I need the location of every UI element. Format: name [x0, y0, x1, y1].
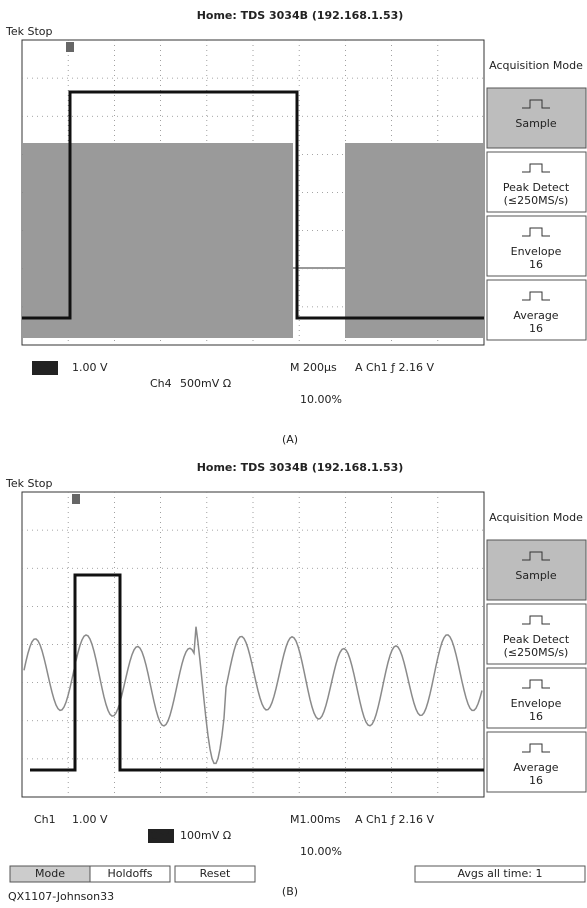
- readout: 10.00%: [300, 845, 342, 858]
- readout: Ch1: [34, 813, 56, 826]
- softkey-label: Avgs all time: 1: [457, 867, 542, 880]
- status: Tek Stop: [5, 477, 53, 490]
- menu-sub: (≤250MS/s): [504, 646, 569, 659]
- menu-label: Average: [513, 761, 558, 774]
- readout: 100mV Ω: [180, 829, 231, 842]
- header: Home: TDS 3034B (192.168.1.53): [197, 9, 404, 22]
- menu-label: Peak Detect: [503, 633, 570, 646]
- menu-title: Acquisition Mode: [489, 511, 583, 524]
- readout: A Ch1 ƒ 2.16 V: [355, 813, 435, 826]
- menu-sub: 16: [529, 322, 543, 335]
- ch4-envelope: [23, 143, 293, 338]
- menu-label: Sample: [515, 569, 556, 582]
- caption: (A): [282, 433, 298, 446]
- trigger-marker: [72, 494, 80, 504]
- header: Home: TDS 3034B (192.168.1.53): [197, 461, 404, 474]
- menu-sub: 16: [529, 774, 543, 787]
- menu-label: Peak Detect: [503, 181, 570, 194]
- readout: 10.00%: [300, 393, 342, 406]
- menu-label: Average: [513, 309, 558, 322]
- screenshot: QX1107-Johnson33 Home: TDS 3034B (192.16…: [0, 0, 587, 908]
- readout: M 200µs: [290, 361, 337, 374]
- softkey-label: Mode: [35, 867, 65, 880]
- menu-label: Envelope: [511, 697, 562, 710]
- softkey-label: Holdoffs: [107, 867, 152, 880]
- ch4-envelope: [345, 143, 483, 338]
- readout: 500mV Ω: [180, 377, 231, 390]
- readout: 1.00 V: [72, 361, 108, 374]
- menu-title: Acquisition Mode: [489, 59, 583, 72]
- readout: Ch4: [150, 377, 172, 390]
- menu-sub: 16: [529, 710, 543, 723]
- menu-label: Sample: [515, 117, 556, 130]
- menu-sub: 16: [529, 258, 543, 271]
- status: Tek Stop: [5, 25, 53, 38]
- menu-label: Envelope: [511, 245, 562, 258]
- trigger-marker: [66, 42, 74, 52]
- readout: Ch1: [34, 361, 56, 374]
- readout: A Ch1 ƒ 2.16 V: [355, 361, 435, 374]
- readout: Ch4: [150, 829, 172, 842]
- figure-id: QX1107-Johnson33: [8, 890, 114, 903]
- readout: 1.00 V: [72, 813, 108, 826]
- caption: (B): [282, 885, 298, 898]
- softkey-label: Reset: [200, 867, 231, 880]
- readout: M1.00ms: [290, 813, 341, 826]
- menu-sub: (≤250MS/s): [504, 194, 569, 207]
